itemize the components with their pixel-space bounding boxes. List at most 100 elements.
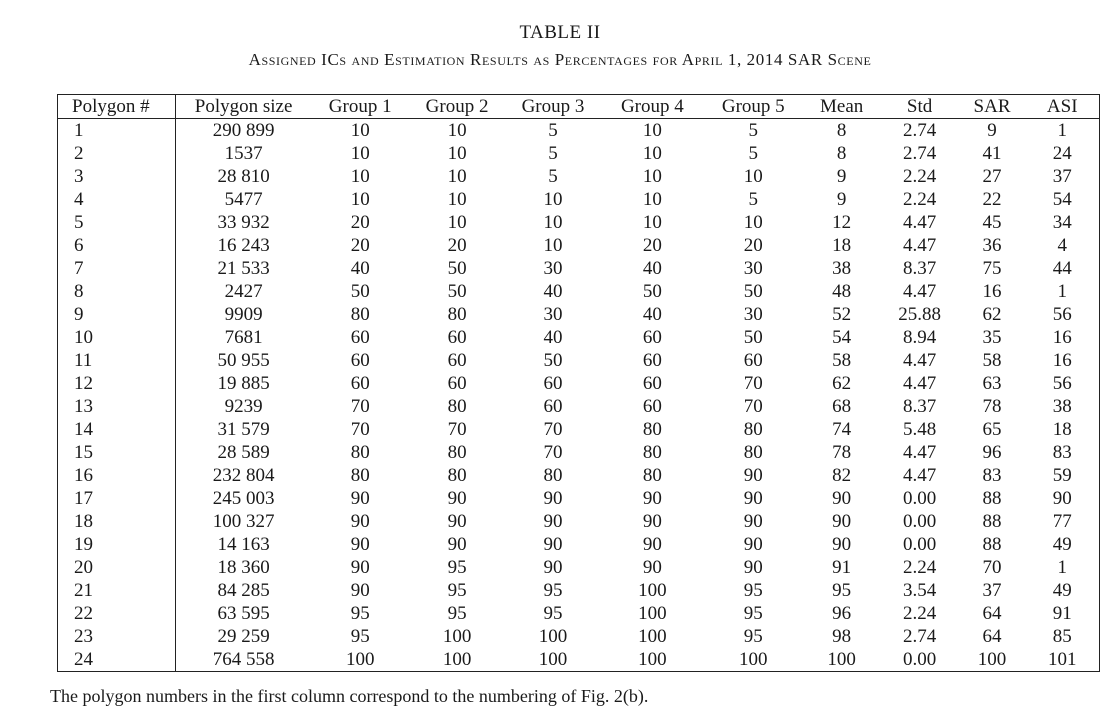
- table-cell: 41: [982, 142, 1002, 164]
- column-header: Polygon size: [175, 94, 312, 119]
- table-cell: 30: [743, 257, 763, 279]
- table-cell: 4.47: [902, 372, 937, 394]
- table-cell: 5: [548, 165, 558, 187]
- table-cell: 2.74: [902, 119, 937, 141]
- table-cell: 8: [836, 142, 847, 164]
- table-cell: 1537: [224, 142, 263, 164]
- table-cell: 10: [642, 142, 662, 164]
- table-cell: 60: [447, 372, 467, 394]
- table-row: 13 9239 70 80 60 60 70 68 8.37 78 38: [57, 395, 1100, 418]
- table-cell: 20: [447, 234, 467, 256]
- table-cell: 10: [642, 188, 662, 210]
- table-cell: 10: [447, 188, 467, 210]
- table-cell: 5: [548, 119, 558, 141]
- table-cell: 90: [350, 510, 370, 532]
- table-cell: 5: [748, 142, 759, 164]
- table-title: TABLE II: [519, 22, 601, 43]
- table-cell: 3.54: [902, 579, 937, 601]
- table-row: 16 232 804 80 80 80 80 90 82 4.47 83 59: [57, 464, 1100, 487]
- table-cell: 100: [538, 648, 568, 670]
- table-cell: 40: [543, 326, 563, 348]
- table-cell: 8.37: [902, 257, 937, 279]
- table-cell: 100: [977, 648, 1007, 670]
- table-row: 11 50 955 60 60 50 60 60 58 4.47 58 16: [57, 349, 1100, 372]
- table-cell: 20: [743, 234, 763, 256]
- table-cell: 20: [57, 556, 176, 579]
- table-cell: 95: [447, 602, 467, 624]
- column-header: Group 1: [311, 94, 410, 119]
- table-cell: 90: [743, 510, 763, 532]
- table-cell: 80: [743, 441, 763, 463]
- column-header: Group 4: [600, 94, 704, 119]
- table-cell: 20: [350, 234, 370, 256]
- table-cell: 1: [1057, 280, 1067, 302]
- table-cell: 8: [57, 280, 176, 303]
- table-cell: 90: [350, 487, 370, 509]
- column-header: Group 5: [703, 94, 803, 119]
- table-cell: 95: [447, 556, 467, 578]
- table-cell: 9: [836, 188, 847, 210]
- table-cell: 19: [57, 533, 176, 556]
- table-cell: 2427: [224, 280, 263, 302]
- table-cell: 95: [543, 602, 563, 624]
- table-cell: 10: [447, 142, 467, 164]
- table-cell: 90: [832, 487, 852, 509]
- table-cell: 84 285: [217, 579, 270, 601]
- table-cell: 78: [832, 441, 852, 463]
- table-cell: 70: [543, 418, 563, 440]
- table-cell: 0.00: [902, 487, 937, 509]
- table-cell: 9909: [224, 303, 263, 325]
- column-header: Group 3: [505, 94, 601, 119]
- table-cell: 90: [447, 487, 467, 509]
- column-header: Polygon #: [57, 94, 176, 119]
- table-cell: 64: [982, 602, 1002, 624]
- table-cell: 50: [447, 257, 467, 279]
- table-cell: 95: [543, 579, 563, 601]
- table-cell: 75: [982, 257, 1002, 279]
- table-cell: 49: [1052, 533, 1072, 555]
- table-cell: 50: [743, 280, 763, 302]
- table-cell: 90: [642, 510, 662, 532]
- table-row: 8 2427 50 50 40 50 50 48 4.47 16 1: [57, 280, 1100, 303]
- table-cell: 95: [832, 579, 852, 601]
- table-cell: 10: [447, 211, 467, 233]
- table-cell: 80: [543, 464, 563, 486]
- table-cell: 44: [1052, 257, 1072, 279]
- table-cell: 245 003: [212, 487, 275, 509]
- table-cell: 100 327: [212, 510, 275, 532]
- table-cell: 95: [350, 602, 370, 624]
- table-cell: 80: [642, 441, 662, 463]
- table-cell: 50: [743, 326, 763, 348]
- table-cell: 37: [1052, 165, 1072, 187]
- table-cell: 65: [982, 418, 1002, 440]
- table-cell: 10: [642, 119, 662, 141]
- table-cell: 28 810: [217, 165, 270, 187]
- table-cell: 14: [57, 418, 176, 441]
- table-cell: 91: [832, 556, 852, 578]
- table-cell: 88: [982, 533, 1002, 555]
- table-cell: 7: [57, 257, 176, 280]
- table-cell: 12: [832, 211, 852, 233]
- table-cell: 31 579: [217, 418, 270, 440]
- table-cell: 9: [57, 303, 176, 326]
- table-cell: 9: [836, 165, 847, 187]
- table-cell: 4: [57, 188, 176, 211]
- table-cell: 90: [543, 556, 563, 578]
- table-cell: 50: [350, 280, 370, 302]
- table-cell: 16: [57, 464, 176, 487]
- table-cell: 90: [543, 510, 563, 532]
- table-row: 2 1537 10 10 5 10 5 8 2.74 41 24: [57, 142, 1100, 165]
- table-cell: 90: [543, 487, 563, 509]
- table-cell: 100: [739, 648, 768, 670]
- table-cell: 49: [1052, 579, 1072, 601]
- table-cell: 764 558: [212, 648, 275, 670]
- table-cell: 80: [447, 441, 467, 463]
- table-cell: 10: [350, 119, 370, 141]
- table-cell: 40: [642, 257, 662, 279]
- table-cell: 100: [538, 625, 568, 647]
- table-cell: 60: [350, 326, 370, 348]
- table-cell: 18: [57, 510, 176, 533]
- table-cell: 80: [642, 464, 662, 486]
- table-row: 22 63 595 95 95 95 100 95 96 2.24 64 91: [57, 602, 1100, 625]
- table-row: 4 5477 10 10 10 10 5 9 2.24 22 54: [57, 188, 1100, 211]
